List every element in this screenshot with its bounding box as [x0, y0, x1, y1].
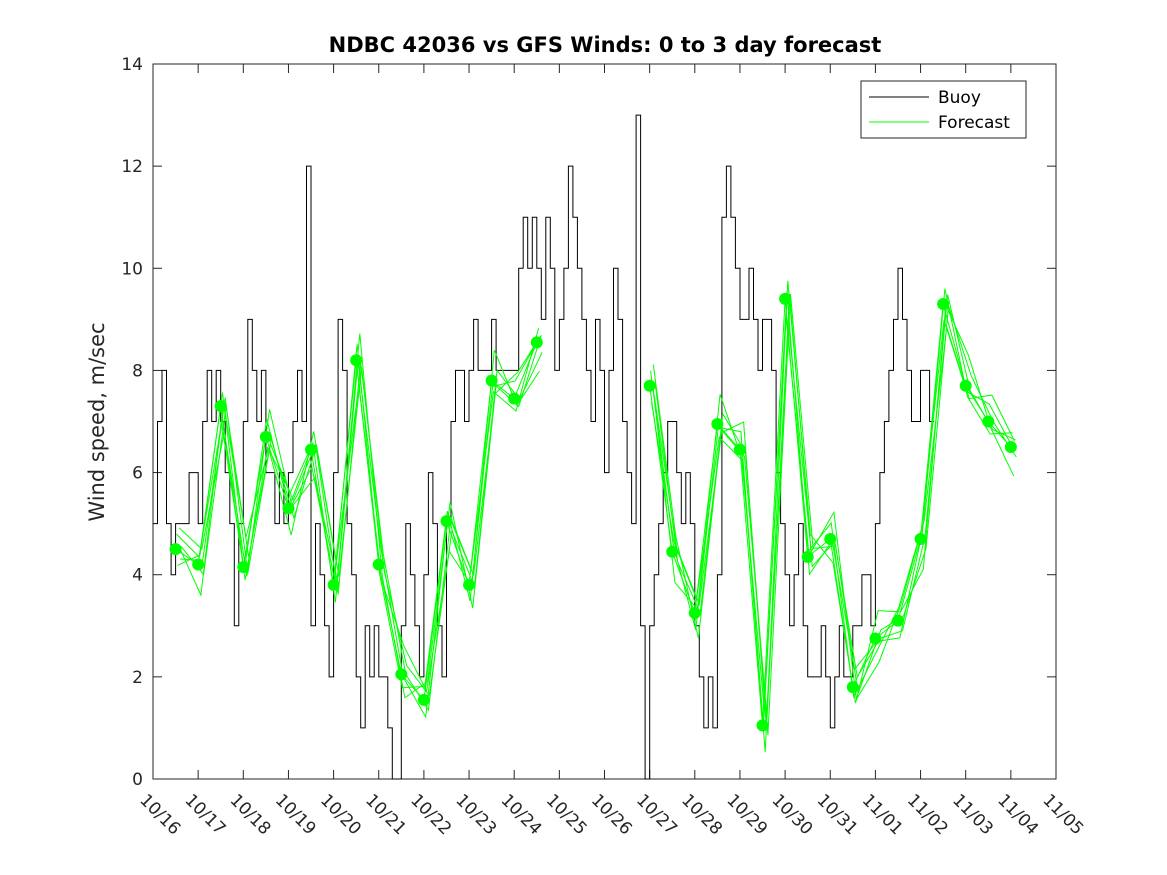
- forecast-point: [666, 545, 679, 558]
- forecast-point: [192, 558, 205, 571]
- forecast-point: [327, 578, 340, 591]
- forecast-point: [395, 668, 408, 681]
- forecast-series-line: [652, 326, 1015, 724]
- legend-buoy-label: Buoy: [938, 88, 981, 108]
- forecast-point: [214, 400, 227, 413]
- legend-box: [860, 80, 1027, 139]
- forecast-point: [643, 379, 656, 392]
- forecast-point: [779, 292, 792, 305]
- forecast-series-line: [654, 294, 1017, 735]
- forecast-point: [937, 298, 950, 311]
- forecast-point: [756, 719, 769, 732]
- y-tick-label: 2: [132, 668, 143, 688]
- forecast-point: [372, 558, 385, 571]
- forecast-point: [485, 374, 498, 387]
- forecast-point: [282, 502, 295, 515]
- forecast-point: [350, 354, 363, 367]
- forecast-point: [169, 543, 182, 556]
- forecast-point: [1004, 441, 1017, 454]
- forecast-point: [959, 379, 972, 392]
- forecast-point: [982, 415, 995, 428]
- forecast-point: [869, 632, 882, 645]
- forecast-point: [801, 550, 814, 563]
- forecast-point: [711, 418, 724, 431]
- forecast-point: [237, 561, 250, 574]
- y-tick-label: 8: [132, 361, 143, 381]
- forecast-point: [508, 392, 521, 405]
- y-tick-label: 0: [132, 770, 143, 790]
- y-tick-label: 6: [132, 464, 143, 484]
- forecast-point: [305, 443, 318, 456]
- forecast-point: [824, 532, 837, 545]
- y-tick-label: 12: [121, 157, 143, 177]
- chart-title: NDBC 42036 vs GFS Winds: 0 to 3 day fore…: [329, 33, 882, 57]
- forecast-point: [259, 430, 272, 443]
- forecast-point: [891, 614, 904, 627]
- forecast-point: [914, 532, 927, 545]
- forecast-point: [463, 578, 476, 591]
- forecast-point: [846, 681, 859, 694]
- forecast-point: [530, 336, 543, 349]
- y-tick-label: 14: [121, 55, 143, 75]
- forecast-series-line: [180, 352, 543, 697]
- y-tick-label: 4: [132, 566, 143, 586]
- forecast-point: [440, 515, 453, 528]
- forecast-point: [733, 443, 746, 456]
- legend: Buoy Forecast: [860, 80, 1027, 139]
- forecast-point: [417, 693, 430, 706]
- forecast-point: [688, 607, 701, 620]
- y-tick-label: 10: [121, 259, 143, 279]
- y-axis-label: Wind speed, m/sec: [85, 322, 109, 521]
- legend-forecast-label: Forecast: [938, 113, 1010, 133]
